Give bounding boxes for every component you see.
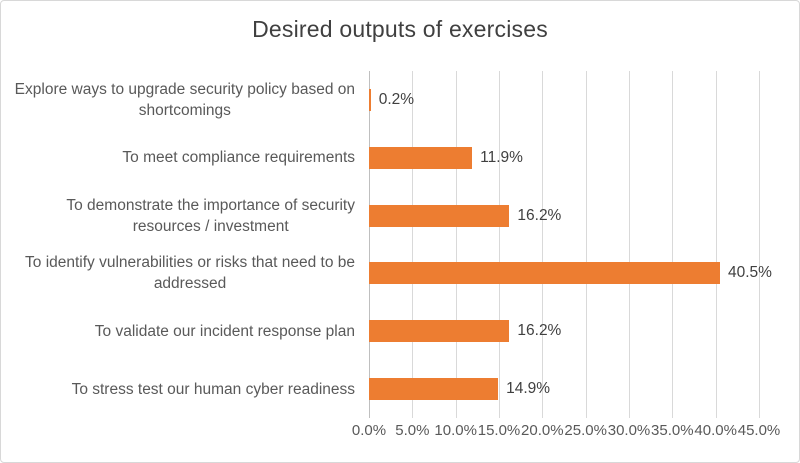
value-label: 14.9% [506,380,551,398]
gridline [412,71,414,418]
gridline [629,71,630,418]
category-label: To validate our incident response plan [7,302,355,360]
gridline [759,71,760,418]
category-label-text: To demonstrate the importance of securit… [66,196,355,235]
value-label: 11.9% [480,148,523,166]
bar [369,146,473,169]
category-label: To demonstrate the importance of securit… [7,187,355,245]
category-label: To stress test our human cyber readiness [7,360,355,418]
x-axis-tick-label: 30.0% [607,422,651,439]
bar [369,378,499,401]
category-label: To identify vulnerabilities or risks tha… [7,245,355,303]
x-axis-tick-label: 15.0% [477,422,521,439]
category-label: Explore ways to upgrade security policy … [7,71,355,129]
x-axis-tick-label: 0.0% [351,422,387,439]
x-axis-tick-label: 45.0% [737,422,781,439]
value-label: 16.2% [517,322,562,340]
x-axis-tick-label: 40.0% [694,422,737,439]
x-axis-tick-label: 25.0% [564,422,607,439]
chart-title: Desired outputs of exercises [252,16,548,42]
gridline [455,71,457,418]
bar [369,320,510,343]
bar [369,88,371,111]
gridline [542,71,544,418]
x-axis-tick-label: 35.0% [651,422,694,439]
category-label-text: To validate our incident response plan [94,322,355,340]
category-label-text: To stress test our human cyber readiness [71,380,355,398]
x-axis-tick-label: 20.0% [521,422,564,439]
x-axis-tick-label: 10.0% [434,422,477,439]
value-label: 40.5% [728,264,772,282]
value-label: 0.2% [378,90,415,108]
x-axis-tick-label: 5.0% [395,422,430,439]
category-label: To meet compliance requirements [7,129,355,187]
category-label-text: To meet compliance requirements [122,149,355,167]
gridline [715,71,717,418]
value-label: 16.2% [517,206,562,224]
bar [369,262,720,285]
bar [369,204,510,227]
gridline [672,71,674,418]
gridline [499,71,500,418]
category-label-text: Explore ways to upgrade security policy … [14,80,355,119]
gridline [585,71,587,418]
category-axis-line [369,71,370,418]
category-label-text: To identify vulnerabilities or risks tha… [25,254,355,293]
